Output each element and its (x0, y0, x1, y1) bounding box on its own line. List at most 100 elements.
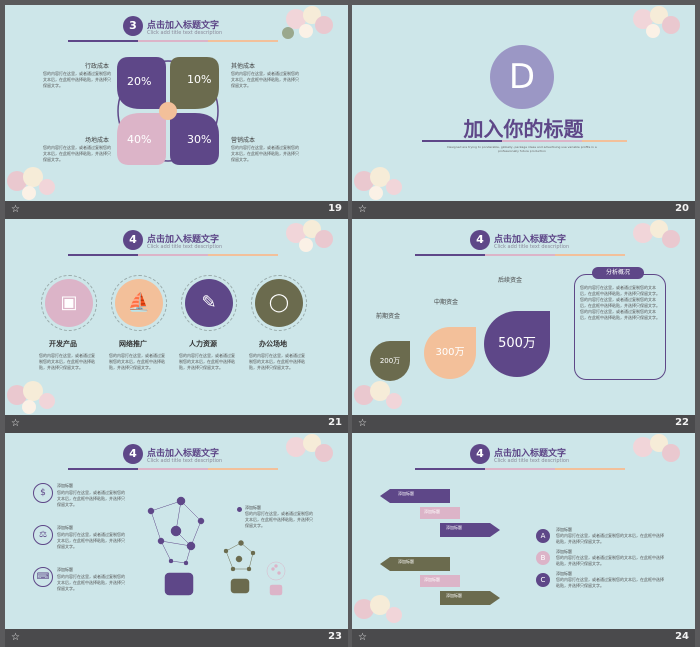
title-underline (485, 254, 555, 256)
slide-canvas: 4 点击加入标题文字 Click add title text descript… (352, 219, 695, 415)
slide-canvas: 4 点击加入标题文字 Click add title text descript… (352, 433, 695, 629)
petal-value: 40% (127, 133, 152, 146)
point-title: 添加标题 (556, 571, 572, 576)
slide-number: 24 (675, 631, 689, 642)
slide-description: Designed are trying to ponderable, globa… (447, 145, 597, 153)
item-label: 网络推广 (119, 340, 147, 348)
title-underline (138, 40, 208, 42)
item-description: 您的内容打在这里，或者通过复制您的文本后，在此框中选择粘贴，并选择只保留文字。 (249, 353, 305, 370)
title-underline (415, 254, 485, 256)
petal-shape (117, 113, 166, 165)
star-icon[interactable]: ☆ (11, 204, 20, 215)
slide-thumbnail-24[interactable]: 4 点击加入标题文字 Click add title text descript… (352, 433, 695, 647)
step-number: 4 (123, 230, 143, 250)
star-icon[interactable]: ☆ (11, 418, 20, 429)
step-number: 3 (123, 16, 143, 36)
keyboard-icon: ⌨ (33, 567, 53, 587)
slide-canvas: 4 点击加入标题文字 Click add title text descript… (5, 219, 348, 415)
slide-number: 21 (328, 417, 342, 428)
item-label: 办公场地 (259, 340, 287, 348)
point-badge: C (536, 573, 550, 587)
drop-label: 前期资金 (376, 313, 401, 320)
analysis-box-text: 您的内容打在这里，或者通过复制您的文本后，在此框中选择粘贴，并选择只保留文字。您… (580, 285, 660, 320)
star-icon[interactable]: ☆ (358, 632, 367, 643)
flower-decoration (286, 434, 333, 462)
flower-decoration (7, 381, 55, 414)
slide-thumbnail-20[interactable]: D 加入你的标题 Designed are trying to ponderab… (352, 5, 695, 219)
petal-shape (170, 57, 219, 109)
title-underline (208, 254, 278, 256)
slide-footer: ☆ 23 (5, 629, 348, 647)
title-underline (555, 468, 625, 470)
star-icon[interactable]: ☆ (358, 418, 367, 429)
star-icon[interactable]: ☆ (358, 204, 367, 215)
drop-label: 后续资金 (498, 277, 523, 284)
slide-thumbnail-23[interactable]: 4 点击加入标题文字 Click add title text descript… (5, 433, 348, 647)
step-number: 4 (470, 230, 490, 250)
slide-thumbnail-22[interactable]: 4 点击加入标题文字 Click add title text descript… (352, 219, 695, 433)
arrow-label: 添加标题 (424, 577, 440, 582)
title-underline (502, 140, 582, 142)
slide-title: 点击加入标题文字 (147, 21, 220, 31)
slide-number: 20 (675, 203, 689, 214)
flower-decoration (354, 595, 402, 623)
item-label: 人力资源 (189, 340, 217, 348)
cost-label: 其他成本 (231, 63, 256, 70)
drop-shape: 200万 (370, 341, 410, 381)
money-bag-icon: $ (33, 483, 53, 503)
petal-diagram (117, 57, 219, 165)
point-badge: B (536, 551, 550, 565)
row-description: 您的内容打在这里，或者通过复制您的文本后，在此框中选择粘贴，并选择只保留文字。 (57, 574, 125, 591)
slide-footer: ☆ 19 (5, 201, 348, 219)
title-underline (555, 254, 625, 256)
title-underline (68, 40, 138, 42)
slide-number: 23 (328, 631, 342, 642)
title-underline (68, 468, 138, 470)
item-label: 开发产品 (49, 340, 77, 348)
mouse-icon: ◯ (255, 279, 303, 327)
brush-icon: ✎ (185, 279, 233, 327)
item-description: 您的内容打在这里，或者通过复制您的文本后，在此框中选择粘贴，并选择只保留文字。 (179, 353, 235, 370)
cost-description: 您的内容打在这里，或者通过复制您的文本后，在此框中选择粘贴，并选择只保留文字。 (43, 71, 111, 88)
cost-label: 营销成本 (231, 137, 256, 144)
cost-description: 您的内容打在这里，或者通过复制您的文本后，在此框中选择粘贴，并选择只保留文字。 (43, 145, 111, 162)
row-description: 您的内容打在这里，或者通过复制您的文本后，在此框中选择粘贴，并选择只保留文字。 (57, 490, 125, 507)
cost-description: 您的内容打在这里，或者通过复制您的文本后，在此框中选择粘贴，并选择只保留文字。 (231, 71, 299, 88)
point-title: 添加标题 (556, 527, 572, 532)
flower-decoration (354, 381, 402, 409)
camera-icon: ▣ (45, 279, 93, 327)
slide-thumbnail-19[interactable]: 3 点击加入标题文字 Click add title text descript… (5, 5, 348, 219)
row-description: 您的内容打在这里，或者通过复制您的文本后，在此框中选择粘贴，并选择只保留文字。 (57, 532, 125, 549)
scales-icon: ⚖ (33, 525, 53, 545)
slide-footer: ☆ 22 (352, 415, 695, 433)
sailboat-icon: ⛵ (115, 279, 163, 327)
slide-subtitle: Click add title text description (494, 244, 570, 250)
cost-label: 行政成本 (85, 63, 110, 70)
arrow-label: 添加标题 (446, 525, 462, 530)
step-number: 4 (123, 444, 143, 464)
drop-shape: 500万 (484, 311, 550, 377)
cost-label: 场地成本 (85, 137, 110, 144)
drop-label: 中期资金 (434, 299, 459, 306)
point-description: 您的内容打在这里，或者通过复制您的文本后，在此框中选择粘贴，并选择只保留文字。 (556, 577, 664, 588)
flower-decoration (282, 6, 333, 39)
slide-number: 19 (328, 203, 342, 214)
flower-decoration (7, 167, 55, 200)
lightbulb-network-graphic (147, 496, 286, 596)
slide-canvas: D 加入你的标题 Designed are trying to ponderab… (352, 5, 695, 201)
title-underline (138, 254, 208, 256)
section-letter-badge: D (490, 45, 554, 109)
slide-subtitle: Click add title text description (147, 458, 223, 464)
slide-footer: ☆ 24 (352, 629, 695, 647)
petal-value: 20% (127, 75, 152, 88)
title-underline (208, 40, 278, 42)
title-underline (485, 468, 555, 470)
item-description: 您的内容打在这里，或者通过复制您的文本后，在此框中选择粘贴，并选择只保留文字。 (109, 353, 165, 370)
petal-value: 10% (187, 73, 212, 86)
slide-thumbnail-21[interactable]: 4 点击加入标题文字 Click add title text descript… (5, 219, 348, 433)
bulb-description: 您的内容打在这里，或者通过复制您的文本后，在此框中选择粘贴，并选择只保留文字。 (245, 511, 313, 528)
row-title: 添加标题 (57, 567, 73, 572)
star-icon[interactable]: ☆ (11, 632, 20, 643)
arrow-flow-graphic (380, 557, 500, 605)
slide-subtitle: Click add title text description (147, 30, 223, 36)
